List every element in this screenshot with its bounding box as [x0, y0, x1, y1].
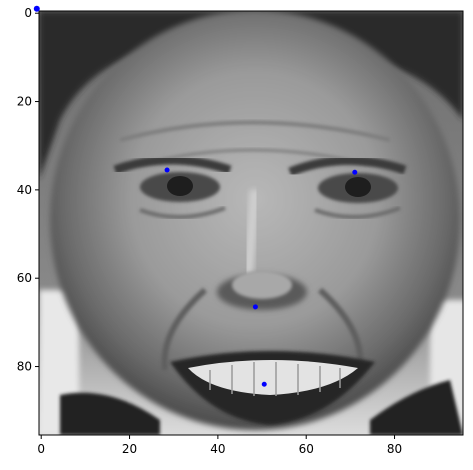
landmark-point — [164, 167, 170, 173]
x-tick-label: 0 — [37, 442, 45, 456]
y-tick-label: 60 — [17, 271, 32, 285]
axes-frame — [38, 10, 464, 436]
x-tick-label: 40 — [210, 442, 225, 456]
y-tick-label: 0 — [24, 6, 32, 20]
x-tick-label: 80 — [387, 442, 402, 456]
y-tick-label: 40 — [17, 183, 32, 197]
landmark-point — [261, 381, 267, 387]
y-axis: 0 20 40 60 80 — [17, 6, 39, 374]
landmark-point — [252, 304, 258, 310]
x-axis: 0 20 40 60 80 — [37, 435, 402, 456]
x-tick-label: 20 — [122, 442, 137, 456]
y-tick-label: 80 — [17, 360, 32, 374]
y-tick-label: 20 — [17, 95, 32, 109]
face-photo — [39, 11, 463, 435]
landmark-point — [352, 169, 358, 175]
landmark-point — [33, 5, 40, 12]
x-tick-label: 60 — [299, 442, 314, 456]
landmark-points — [33, 5, 358, 387]
